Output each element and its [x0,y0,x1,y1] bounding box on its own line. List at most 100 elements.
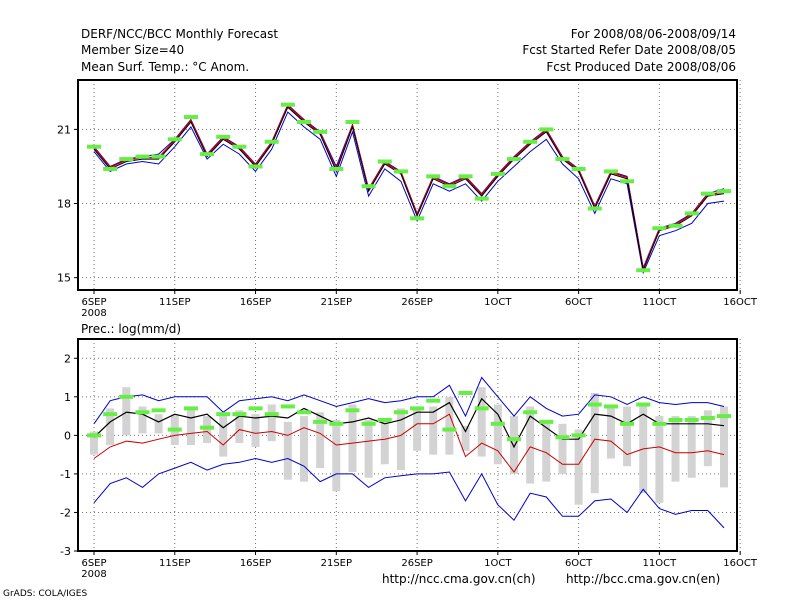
x-tick-label: 16SEP [240,558,271,569]
lower-member-line [93,111,725,275]
spread-box [574,429,583,505]
observation-mark [410,216,425,221]
y-tick-label: 2 [64,352,71,365]
observation-mark [458,390,473,395]
observation-mark [652,421,667,426]
observation-mark [216,412,231,417]
observation-mark [539,419,554,424]
spread-box [606,406,615,459]
spread-box [510,416,518,474]
observation-mark [167,427,182,432]
x-tick-label: 1OCT [484,297,512,308]
spread-box [106,408,115,445]
observation-mark [119,157,134,162]
observation-mark [248,164,263,169]
spread-box [703,410,712,467]
footer-grads: GrADS: COLA/IGES [3,589,87,599]
observation-mark [135,154,150,159]
observation-mark [280,102,295,107]
x-tick-label: 1OCT [484,558,512,569]
header-period: For 2008/08/06-2008/09/14 [571,27,736,41]
observation-mark [474,406,489,411]
observation-mark [442,427,457,432]
spread-box [122,387,131,436]
spread-box [300,416,308,482]
x-tick-label: 6SEP [81,297,106,308]
x-tick-label: 6SEP [81,558,106,569]
spread-box [526,406,535,484]
observation-mark [167,137,182,142]
observation-mark [345,408,360,413]
spread-box [687,416,696,478]
observation-mark [280,404,295,409]
observation-mark [393,169,408,174]
y-tick-label: 1 [64,391,71,404]
observation-mark [523,410,538,415]
precip-panel-title: Prec.: log(mm/d) [81,322,181,336]
observation-mark [119,394,134,399]
observation-mark [361,184,376,189]
x-tick-label: 11OCT [643,297,678,308]
observation-mark [329,421,344,426]
observation-mark [87,144,101,149]
observation-mark [264,139,279,144]
spread-box [186,406,195,445]
observation-mark [135,410,150,415]
observation-mark [571,166,586,171]
spread-box [639,406,648,494]
observation-mark [684,211,699,216]
observation-mark [684,417,699,422]
observation-mark [103,166,118,171]
observation-mark [393,410,408,415]
observation-mark [490,171,505,176]
observation-mark [183,115,198,120]
observation-mark [571,433,586,438]
observation-mark [248,406,263,411]
observation-mark [636,402,651,407]
footer-url-bcc[interactable]: http://bcc.cma.gov.cn(en) [566,572,720,586]
header-variable: Mean Surf. Temp.: °C Anom. [81,60,249,74]
observation-mark [426,398,441,403]
observation-mark [232,412,247,417]
x-tick-label: 6OCT [565,558,593,569]
lower-quantile-line [93,413,725,473]
observation-mark [345,120,360,124]
x-tick-label: 6OCT [565,297,593,308]
observation-mark [264,412,279,417]
observation-mark [539,127,554,132]
observation-mark [313,419,328,424]
spread-box [316,412,325,469]
ensemble-mean-line [93,106,725,272]
ensemble-mean-line [93,397,725,449]
x-tick-label: 11SEP [159,558,190,569]
spread-box [283,421,292,480]
header-member-size: Member Size=40 [81,43,184,57]
spread-box [558,423,567,474]
x-year-label: 2008 [81,308,106,319]
spread-box [429,406,438,455]
observation-mark [377,159,392,164]
spread-box [364,419,373,478]
spread-box [461,425,470,451]
observation-mark [668,417,683,422]
spread-box [219,416,228,457]
observation-mark [587,206,602,211]
spread-box [348,404,357,472]
observation-mark [297,410,311,415]
y-tick-label: 18 [57,198,71,211]
observation-mark [313,129,328,134]
y-tick-label: -2 [60,506,71,519]
observation-mark [361,421,376,426]
observation-mark [717,189,731,194]
x-tick-label: 16OCT [723,558,758,569]
spread-box [235,410,244,444]
observation-mark [555,435,570,440]
footer-url-ncc[interactable]: http://ncc.cma.gov.cn(ch) [382,572,536,586]
observation-mark [183,406,198,411]
temperature-panel: 15 18 21 6SEP 11SEP 16SEP 21SEP 26SEP 1OCT 6OCT 11… [57,79,758,319]
observation-mark [442,184,457,189]
observation-mark [620,421,635,426]
plot-frame [77,338,738,552]
